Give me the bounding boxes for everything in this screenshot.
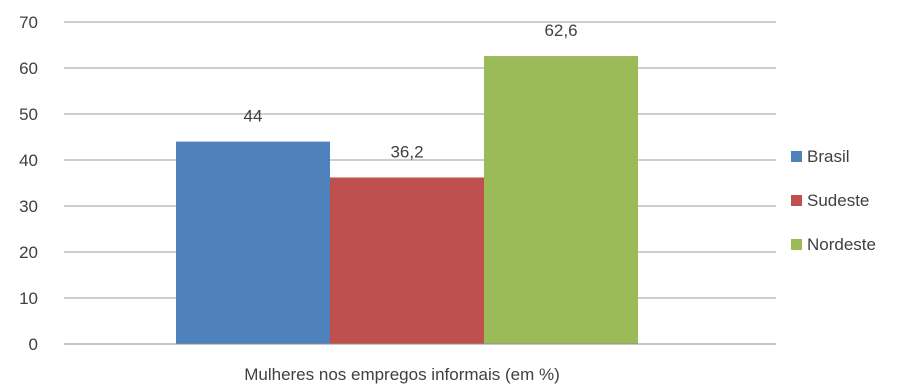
y-tick-label: 40 <box>19 151 38 170</box>
legend: Brasil Sudeste Nordeste <box>791 147 876 254</box>
data-label-sudeste: 36,2 <box>390 142 423 161</box>
bars <box>176 56 638 344</box>
y-tick-label: 50 <box>19 105 38 124</box>
category-label: Mulheres nos empregos informais (em %) <box>244 365 560 384</box>
legend-swatch-sudeste <box>791 195 802 206</box>
legend-label-nordeste: Nordeste <box>807 235 876 254</box>
y-axis-tick-labels: 0 10 20 30 40 50 60 70 <box>19 13 38 354</box>
y-tick-label: 60 <box>19 59 38 78</box>
bar-nordeste <box>484 56 638 344</box>
y-tick-label: 30 <box>19 197 38 216</box>
data-labels: 44 36,2 62,6 <box>244 21 578 161</box>
y-tick-label: 20 <box>19 243 38 262</box>
y-tick-label: 10 <box>19 289 38 308</box>
bar-brasil <box>176 141 330 344</box>
y-tick-label: 0 <box>29 335 38 354</box>
y-tick-label: 70 <box>19 13 38 32</box>
data-label-nordeste: 62,6 <box>544 21 577 40</box>
legend-swatch-brasil <box>791 151 802 162</box>
legend-swatch-nordeste <box>791 239 802 250</box>
data-label-brasil: 44 <box>244 107 263 126</box>
bar-sudeste <box>330 177 484 344</box>
legend-label-sudeste: Sudeste <box>807 191 869 210</box>
legend-label-brasil: Brasil <box>807 147 850 166</box>
